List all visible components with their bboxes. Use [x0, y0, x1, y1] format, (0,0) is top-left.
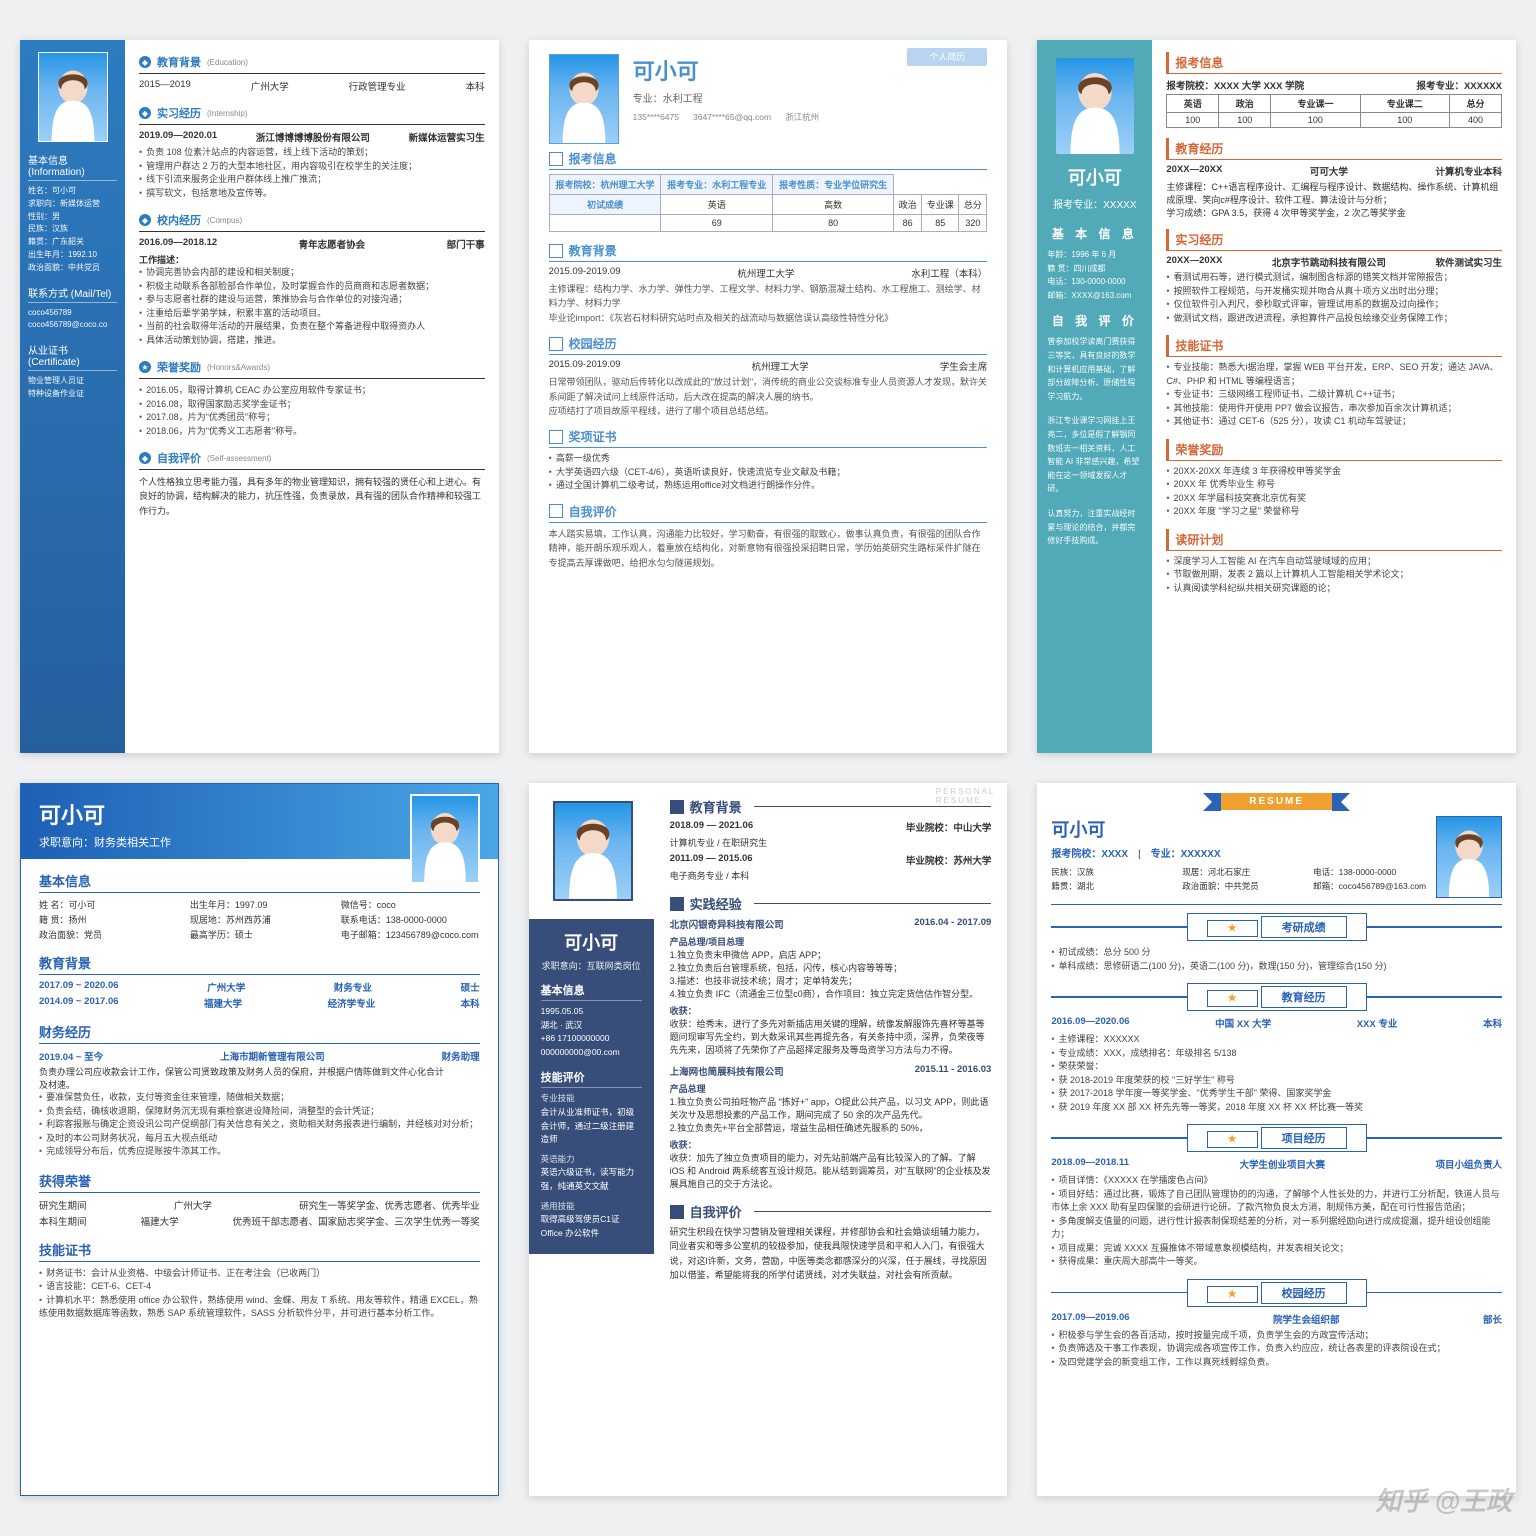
- score-table: 英语政治专业课一专业课二总分 100100100100400: [1166, 94, 1502, 128]
- resume-5: 可小可 求职意向：互联网类岗位 基本信息 1995.05.05湖北 · 武汉+8…: [529, 783, 1008, 1496]
- ribbon: RESUME: [1051, 793, 1502, 810]
- r5-sidebar: 可小可 求职意向：互联网类岗位 基本信息 1995.05.05湖北 · 武汉+8…: [529, 783, 654, 1496]
- self-icon: [670, 1205, 684, 1219]
- photo: [549, 54, 619, 144]
- r4-header: 可小可 求职意向：财务类相关工作: [21, 784, 498, 859]
- info-heading: 基本信息 (Information): [28, 152, 117, 181]
- edu-icon: [549, 244, 563, 258]
- exp-icon: [670, 897, 684, 911]
- r1-main: ◆教育背景(Education) 2015—2019广州大学行政管理专业本科 ◆…: [125, 40, 499, 753]
- r1-sidebar: 基本信息 (Information) 姓名：可小可 求职向：新媒体运营 性别：男…: [20, 40, 125, 753]
- score-icon: ★: [1207, 920, 1258, 937]
- campus-icon: ★: [1207, 1286, 1258, 1303]
- resume-2: 个人简历 可小可 专业：水利工程 135****64753647****65@q…: [529, 40, 1008, 753]
- award-icon: ★: [139, 361, 151, 373]
- self-icon: ◆: [139, 452, 151, 464]
- self-icon: [549, 504, 563, 518]
- proj-icon: ★: [1207, 1131, 1258, 1148]
- intern-icon: ◆: [139, 107, 151, 119]
- edu-icon: [670, 800, 684, 814]
- r2-header: 个人简历 可小可 专业：水利工程 135****64753647****65@q…: [529, 40, 1008, 131]
- exam-icon: [549, 152, 563, 166]
- photo: [38, 52, 108, 142]
- photo: [553, 801, 633, 901]
- resume-4: 可小可 求职意向：财务类相关工作 基本信息 姓 名：可小可出生年月：1997.0…: [20, 783, 499, 1496]
- resume-1: 基本信息 (Information) 姓名：可小可 求职向：新媒体运营 性别：男…: [20, 40, 499, 753]
- edu-icon: ◆: [139, 56, 151, 68]
- contact-heading: 联系方式 (Mail/Tel): [28, 285, 117, 303]
- r3-sidebar: 可小可 报考专业：XXXXX 基 本 信 息 年龄：1996 年 6 月籍 贯：…: [1037, 40, 1152, 753]
- photo: [410, 794, 480, 884]
- exam-table: 报考院校：杭州理工大学报考专业：水利工程专业报考性质：专业学位研究生 初试成绩英…: [549, 174, 988, 232]
- campus-icon: [549, 337, 563, 351]
- watermark-text: PERSONAL RESUME: [936, 787, 996, 805]
- resume-3: 可小可 报考专业：XXXXX 基 本 信 息 年龄：1996 年 6 月籍 贯：…: [1037, 40, 1516, 753]
- cert-heading: 从业证书 (Certificate): [28, 342, 117, 371]
- tab-label: 个人简历: [907, 48, 987, 66]
- photo: [1056, 58, 1134, 154]
- campus-icon: ◆: [139, 214, 151, 226]
- resume-6: RESUME 可小可 报考院校：XXXX | 专业：XXXXXX 民族：汉族现居…: [1037, 783, 1516, 1496]
- edu-icon: ★: [1207, 990, 1258, 1007]
- cert-icon: [549, 430, 563, 444]
- page-watermark: 知乎 @王政: [1375, 1481, 1512, 1518]
- photo: [1436, 816, 1502, 898]
